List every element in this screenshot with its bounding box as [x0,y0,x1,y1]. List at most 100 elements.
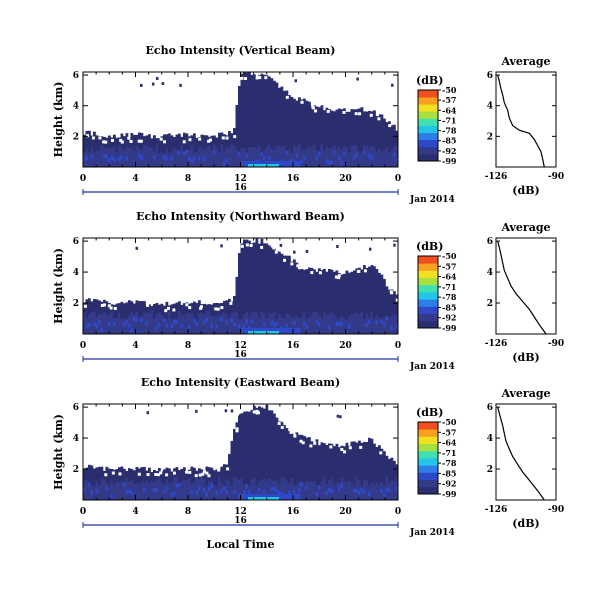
y-tick-label: 6 [73,403,79,413]
colorbar-swatch [418,284,438,293]
y-tick-label: 6 [73,237,79,247]
x-tick-label: 20 [339,341,352,351]
y-tick-label: 2 [73,132,79,142]
colorbar-tick-label: -99 [442,156,457,166]
colorbar-tick-label: -57 [442,427,456,437]
x-tick-label: 16 [287,507,300,517]
heatmap [83,72,399,167]
x-tick-label: 4 [132,174,138,184]
x-tick-label: 16 [287,341,300,351]
colorbar: -50-57-64-71-78-85-92-99 [417,85,457,166]
colorbar-swatch [418,436,438,444]
profile-line [497,74,545,168]
colorbar-tick-label: -85 [442,136,456,146]
colorbar-tick-label: -50 [442,251,457,261]
colorbar-swatch [418,104,438,112]
colorbar-swatch [418,443,438,452]
colorbar-swatch [418,97,438,105]
colorbar-swatch [418,422,438,430]
y-tick-label: 4 [73,102,79,112]
y-axis-label: Height (km) [52,414,65,490]
x-tick-label: 4 [132,507,138,517]
colorbar-swatch [418,139,438,148]
colorbar-tick-label: -71 [442,448,456,458]
colorbar-tick-label: -50 [442,85,457,95]
colorbar-swatch [418,132,438,141]
profile-title: Average [500,387,550,400]
profile-x-label: (dB) [512,184,539,197]
x-tick-label: 12 [234,341,247,351]
colorbar: -50-57-64-71-78-85-92-99 [417,417,457,499]
profile-y-tick-label: 6 [487,71,493,81]
profile-y-tick-label: 6 [487,403,493,413]
colorbar-swatch [418,450,438,459]
profile-x-tick-label: -126 [485,172,508,182]
panel-3: Echo Intensity (Eastward Beam)0 4 8 12 16 20 0… [52,376,564,551]
colorbar-tick-label: -78 [442,292,457,302]
month-label: Jan 2014 [409,195,455,205]
y-axis-label: Height (km) [52,82,65,158]
date-label: 16 [234,183,247,193]
heatmap [83,238,400,334]
panel-title: Echo Intensity (Northward Beam) [136,210,345,223]
colorbar-tick-label: -71 [442,115,456,125]
panel-title: Echo Intensity (Vertical Beam) [145,44,335,57]
colorbar-swatch [418,111,438,119]
x-tick-label: 0 [80,174,86,184]
profile-y-tick-label: 6 [487,237,493,247]
x-tick-label: 0 [80,507,86,517]
profile-x-tick-label: -126 [485,505,508,515]
profile-x-tick-label: -90 [548,339,564,349]
colorbar-swatch [418,146,438,155]
profile-y-tick-label: 2 [487,132,493,142]
date-label: 16 [234,516,247,526]
y-tick-label: 2 [73,465,79,475]
profile-line [497,406,545,501]
profile-title: Average [500,55,550,68]
colorbar-swatch [418,458,438,466]
colorbar-tick-label: -92 [442,313,456,323]
x-tick-label: 0 [395,341,401,351]
colorbar-swatch [418,256,438,264]
colorbar-swatch [418,479,438,488]
panel-1: Echo Intensity (Vertical Beam)0 4 8 12 16 20 0… [52,44,564,205]
colorbar-swatch [418,270,438,278]
profile-x-label: (dB) [512,517,539,530]
x-tick-label: 0 [395,507,401,517]
profile-line [497,240,547,335]
heatmap [83,405,399,500]
x-tick-label: 20 [339,174,352,184]
profile-x-tick-label: -126 [485,339,508,349]
x-tick-label: 20 [339,507,352,517]
colorbar-swatch [418,153,438,162]
profile-x-tick-label: -90 [548,505,564,515]
x-tick-label: 12 [234,174,247,184]
profile-y-tick-label: 2 [487,465,493,475]
y-tick-label: 4 [73,268,79,278]
y-tick-label: 4 [73,434,79,444]
y-tick-label: 2 [73,299,79,309]
colorbar-unit: (dB) [416,240,443,253]
x-tick-label: 8 [185,174,191,184]
colorbar-unit: (dB) [416,74,443,87]
colorbar-swatch [418,125,438,133]
colorbar: -50-57-64-71-78-85-92-99 [417,251,457,333]
average-profile: Average 6 4 2 -126 -90 (dB) [485,221,564,364]
colorbar-tick-label: -92 [442,479,456,489]
colorbar-swatch [418,313,438,322]
colorbar-tick-label: -57 [442,95,456,105]
colorbar-tick-label: -99 [442,323,457,333]
profile-y-tick-label: 4 [487,434,493,444]
colorbar-tick-label: -57 [442,261,456,271]
colorbar-swatch [418,320,438,329]
panel-title: Echo Intensity (Eastward Beam) [141,376,340,389]
panel-2: Echo Intensity (Northward Beam)0 4 8 12 16 20… [52,210,564,372]
month-label: Jan 2014 [409,528,455,538]
month-label: Jan 2014 [409,362,455,372]
colorbar-swatch [418,277,438,286]
profile-y-tick-label: 4 [487,102,493,112]
x-tick-label: 0 [80,341,86,351]
colorbar-tick-label: -50 [442,417,457,427]
colorbar-swatch [418,429,438,437]
